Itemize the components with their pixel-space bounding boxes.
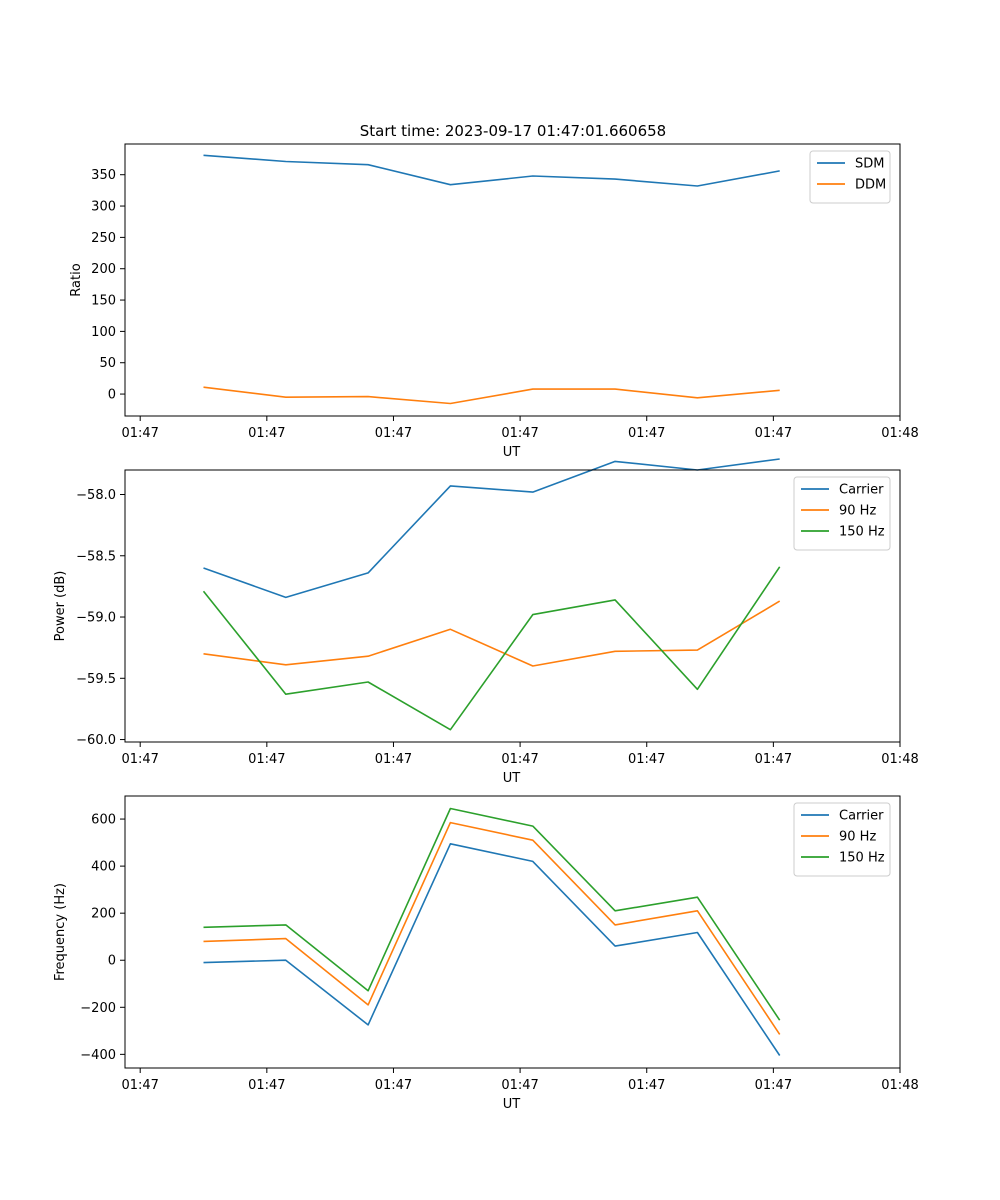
- series-line-sdm: [203, 154, 780, 187]
- x-tick-label: 01:47: [375, 1078, 412, 1093]
- x-tick-label: 01:47: [501, 1078, 538, 1093]
- y-tick-label: 150: [91, 294, 116, 309]
- y-tick-label: 600: [91, 813, 116, 828]
- axes-frame: [124, 469, 901, 743]
- x-tick-label: 01:47: [628, 752, 665, 767]
- legend-label: 90 Hz: [839, 830, 876, 845]
- legend-label: Carrier: [839, 809, 884, 824]
- y-tick-label: −59.5: [76, 672, 116, 687]
- series-line-90-hz: [203, 821, 781, 1035]
- x-tick-label: 01:47: [121, 426, 158, 441]
- y-tick-label: −58.0: [76, 488, 116, 503]
- x-tick-label: 01:47: [628, 426, 665, 441]
- x-tick-label: 01:47: [375, 426, 412, 441]
- figure-title: Start time: 2023-09-17 01:47:01.660658: [360, 122, 666, 140]
- subplot-2: 01:47 01:47 01:47 01:47 01:47 01:47 01:48 −60.0…: [53, 458, 919, 786]
- x-tick-label: 01:48: [881, 426, 918, 441]
- y-tick-label: −58.5: [76, 549, 116, 564]
- y-tick-label: 300: [91, 200, 116, 215]
- y-tick-label: −200: [80, 1001, 116, 1016]
- series-line-ddm: [203, 386, 780, 405]
- y-tick-label: 400: [91, 860, 116, 875]
- legend-label: SDM: [855, 157, 884, 172]
- y-tick-label: 350: [91, 168, 116, 183]
- x-axis-label: UT: [503, 445, 521, 460]
- y-tick-label: −400: [80, 1048, 116, 1063]
- legend: Carrier 90 Hz 150 Hz: [793, 476, 891, 551]
- y-tick-label: 50: [99, 356, 116, 371]
- legend-label: 150 Hz: [839, 525, 885, 540]
- subplot-3: 01:47 01:47 01:47 01:47 01:47 01:47 01:48 −400 −…: [53, 795, 919, 1112]
- y-tick-label: 100: [91, 325, 116, 340]
- series-line-150-hz: [203, 807, 781, 1021]
- series-line-carrier: [203, 842, 781, 1056]
- y-tick-label: 0: [108, 388, 116, 403]
- legend-label: 90 Hz: [839, 504, 876, 519]
- legend: SDM DDM: [809, 150, 891, 204]
- x-tick-label: 01:47: [501, 752, 538, 767]
- x-tick-label: 01:48: [881, 752, 918, 767]
- x-axis-label: UT: [503, 771, 521, 786]
- x-tick-label: 01:47: [121, 752, 158, 767]
- x-tick-label: 01:48: [881, 1078, 918, 1093]
- x-tick-label: 01:47: [248, 1078, 285, 1093]
- y-axis-label: Frequency (Hz): [53, 883, 68, 981]
- y-tick-label: 250: [91, 231, 116, 246]
- x-tick-label: 01:47: [248, 752, 285, 767]
- y-axis-label: Power (dB): [53, 571, 68, 642]
- y-tick-label: 0: [108, 954, 116, 969]
- x-tick-label: 01:47: [375, 752, 412, 767]
- x-tick-label: 01:47: [628, 1078, 665, 1093]
- axes-frame: [124, 143, 901, 417]
- legend-label: DDM: [855, 178, 886, 193]
- series-line-90-hz: [203, 600, 781, 667]
- y-axis-label: Ratio: [69, 263, 84, 296]
- subplot-1: 01:47 01:47 01:47 01:47 01:47 01:47 01:48 0 50 10…: [69, 143, 919, 460]
- axes-frame: [124, 795, 901, 1069]
- series-line-carrier: [203, 458, 780, 599]
- y-tick-label: 200: [91, 907, 116, 922]
- legend: Carrier 90 Hz 150 Hz: [793, 802, 891, 877]
- y-tick-label: −59.0: [76, 611, 116, 626]
- x-axis-label: UT: [503, 1097, 521, 1112]
- x-tick-label: 01:47: [501, 426, 538, 441]
- series-line-150-hz: [202, 566, 781, 731]
- legend-label: Carrier: [839, 483, 884, 498]
- plots-container: 01:47 01:47 01:47 01:47 01:47 01:47 01:48 0 50 10…: [53, 143, 919, 1112]
- legend-box: [809, 150, 891, 204]
- y-tick-label: 200: [91, 262, 116, 277]
- x-tick-label: 01:47: [755, 752, 792, 767]
- y-tick-label: −60.0: [76, 733, 116, 748]
- x-tick-label: 01:47: [755, 1078, 792, 1093]
- x-tick-label: 01:47: [248, 426, 285, 441]
- x-tick-label: 01:47: [755, 426, 792, 441]
- x-tick-label: 01:47: [121, 1078, 158, 1093]
- legend-label: 150 Hz: [839, 851, 885, 866]
